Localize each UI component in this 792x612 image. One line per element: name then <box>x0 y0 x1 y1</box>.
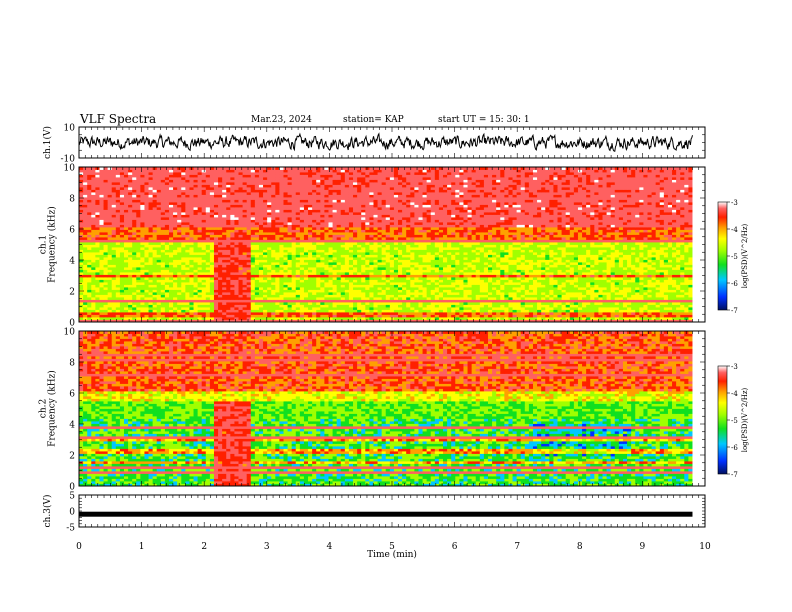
ch1-spectrogram-ytick-label: 6 <box>69 226 75 236</box>
x-axis-label: Time (min) <box>367 549 417 560</box>
ch1-spectrogram-colorbar-label: log(PSD)(V^2/Hz) <box>741 223 749 288</box>
ch2-spectrogram-ylabel: ch.2 <box>39 399 49 418</box>
xtick-label: 2 <box>201 542 207 552</box>
ch1-spectrogram-colorbar-tick: -6 <box>731 280 738 288</box>
ch1-spectrogram-ytick-label: 4 <box>69 257 75 267</box>
ch1-spectrogram-ytick-label: 8 <box>69 195 75 205</box>
ch2-spectrogram-ytick-label: 8 <box>69 359 75 369</box>
ch1-spectrogram-image <box>79 167 705 323</box>
ch3-level-ytick-label: 0 <box>69 508 75 518</box>
ch2-spectrogram-colorbar-tick: -6 <box>731 444 738 452</box>
ch1-spectrogram-ytick-label: 0 <box>69 319 75 329</box>
ch1-waveform-series <box>78 132 693 152</box>
station-label: station= KAP <box>343 115 404 125</box>
ch2-spectrogram-ytick-label: 6 <box>69 390 75 400</box>
ch1-waveform-ytick-label: -10 <box>61 155 76 165</box>
ch1-waveform-ytick-label: 10 <box>64 124 76 134</box>
xtick-label: 4 <box>327 542 333 552</box>
ch2-spectrogram-ytick-label: 0 <box>69 483 75 493</box>
xtick-label: 6 <box>452 542 458 552</box>
ch1-spectrogram-colorbar <box>717 201 728 311</box>
xtick-label: 8 <box>577 542 583 552</box>
ch2-spectrogram-colorbar <box>717 365 728 475</box>
start-time-label: start UT = 15: 30: 1 <box>438 115 530 125</box>
ch2-spectrogram-colorbar-tick: -3 <box>731 363 738 371</box>
ch3-level-ytick-label: 5 <box>69 492 75 502</box>
xtick-label: 10 <box>699 542 711 552</box>
xtick-label: 1 <box>139 542 145 552</box>
ch1-spectrogram-ylabel: ch.1 <box>39 235 49 254</box>
ch2-spectrogram-colorbar-tick: -5 <box>731 417 738 425</box>
ch2-spectrogram-colorbar-tick: -7 <box>731 471 738 479</box>
xtick-label: 0 <box>76 542 82 552</box>
ch2-spectrogram-ylabel: Frequency (kHz) <box>47 370 58 447</box>
xtick-label: 5 <box>389 542 395 552</box>
ch1-spectrogram-ylabel: Frequency (kHz) <box>47 206 58 283</box>
ch3-level-series <box>79 511 693 517</box>
ch3-level-ylabel: ch.3(V) <box>42 495 53 528</box>
ch2-spectrogram-image <box>79 331 705 487</box>
ch2-spectrogram-colorbar-label: log(PSD)(V^2/Hz) <box>741 387 749 452</box>
xtick-label: 7 <box>514 542 520 552</box>
ch1-spectrogram-ytick-label: 10 <box>64 164 76 174</box>
ch3-level-ytick-label: -5 <box>66 524 75 534</box>
ch2-spectrogram-ytick-label: 10 <box>64 328 76 338</box>
ch1-spectrogram-colorbar-tick: -4 <box>731 226 738 234</box>
ch1-spectrogram-colorbar-tick: -5 <box>731 253 738 261</box>
ch2-spectrogram-ytick-label: 2 <box>69 452 75 462</box>
ch2-spectrogram-ytick-label: 4 <box>69 421 75 431</box>
ch1-waveform-ylabel: ch.1(V) <box>42 126 53 159</box>
ch2-spectrogram-colorbar-tick: -4 <box>731 390 738 398</box>
ch1-spectrogram-colorbar-tick: -7 <box>731 307 738 315</box>
chart-title: VLF Spectra <box>80 112 157 126</box>
xtick-label: 9 <box>640 542 646 552</box>
ch1-spectrogram-ytick-label: 2 <box>69 288 75 298</box>
date-label: Mar.23, 2024 <box>251 115 312 125</box>
ch1-spectrogram-colorbar-tick: -3 <box>731 199 738 207</box>
xtick-label: 3 <box>264 542 270 552</box>
